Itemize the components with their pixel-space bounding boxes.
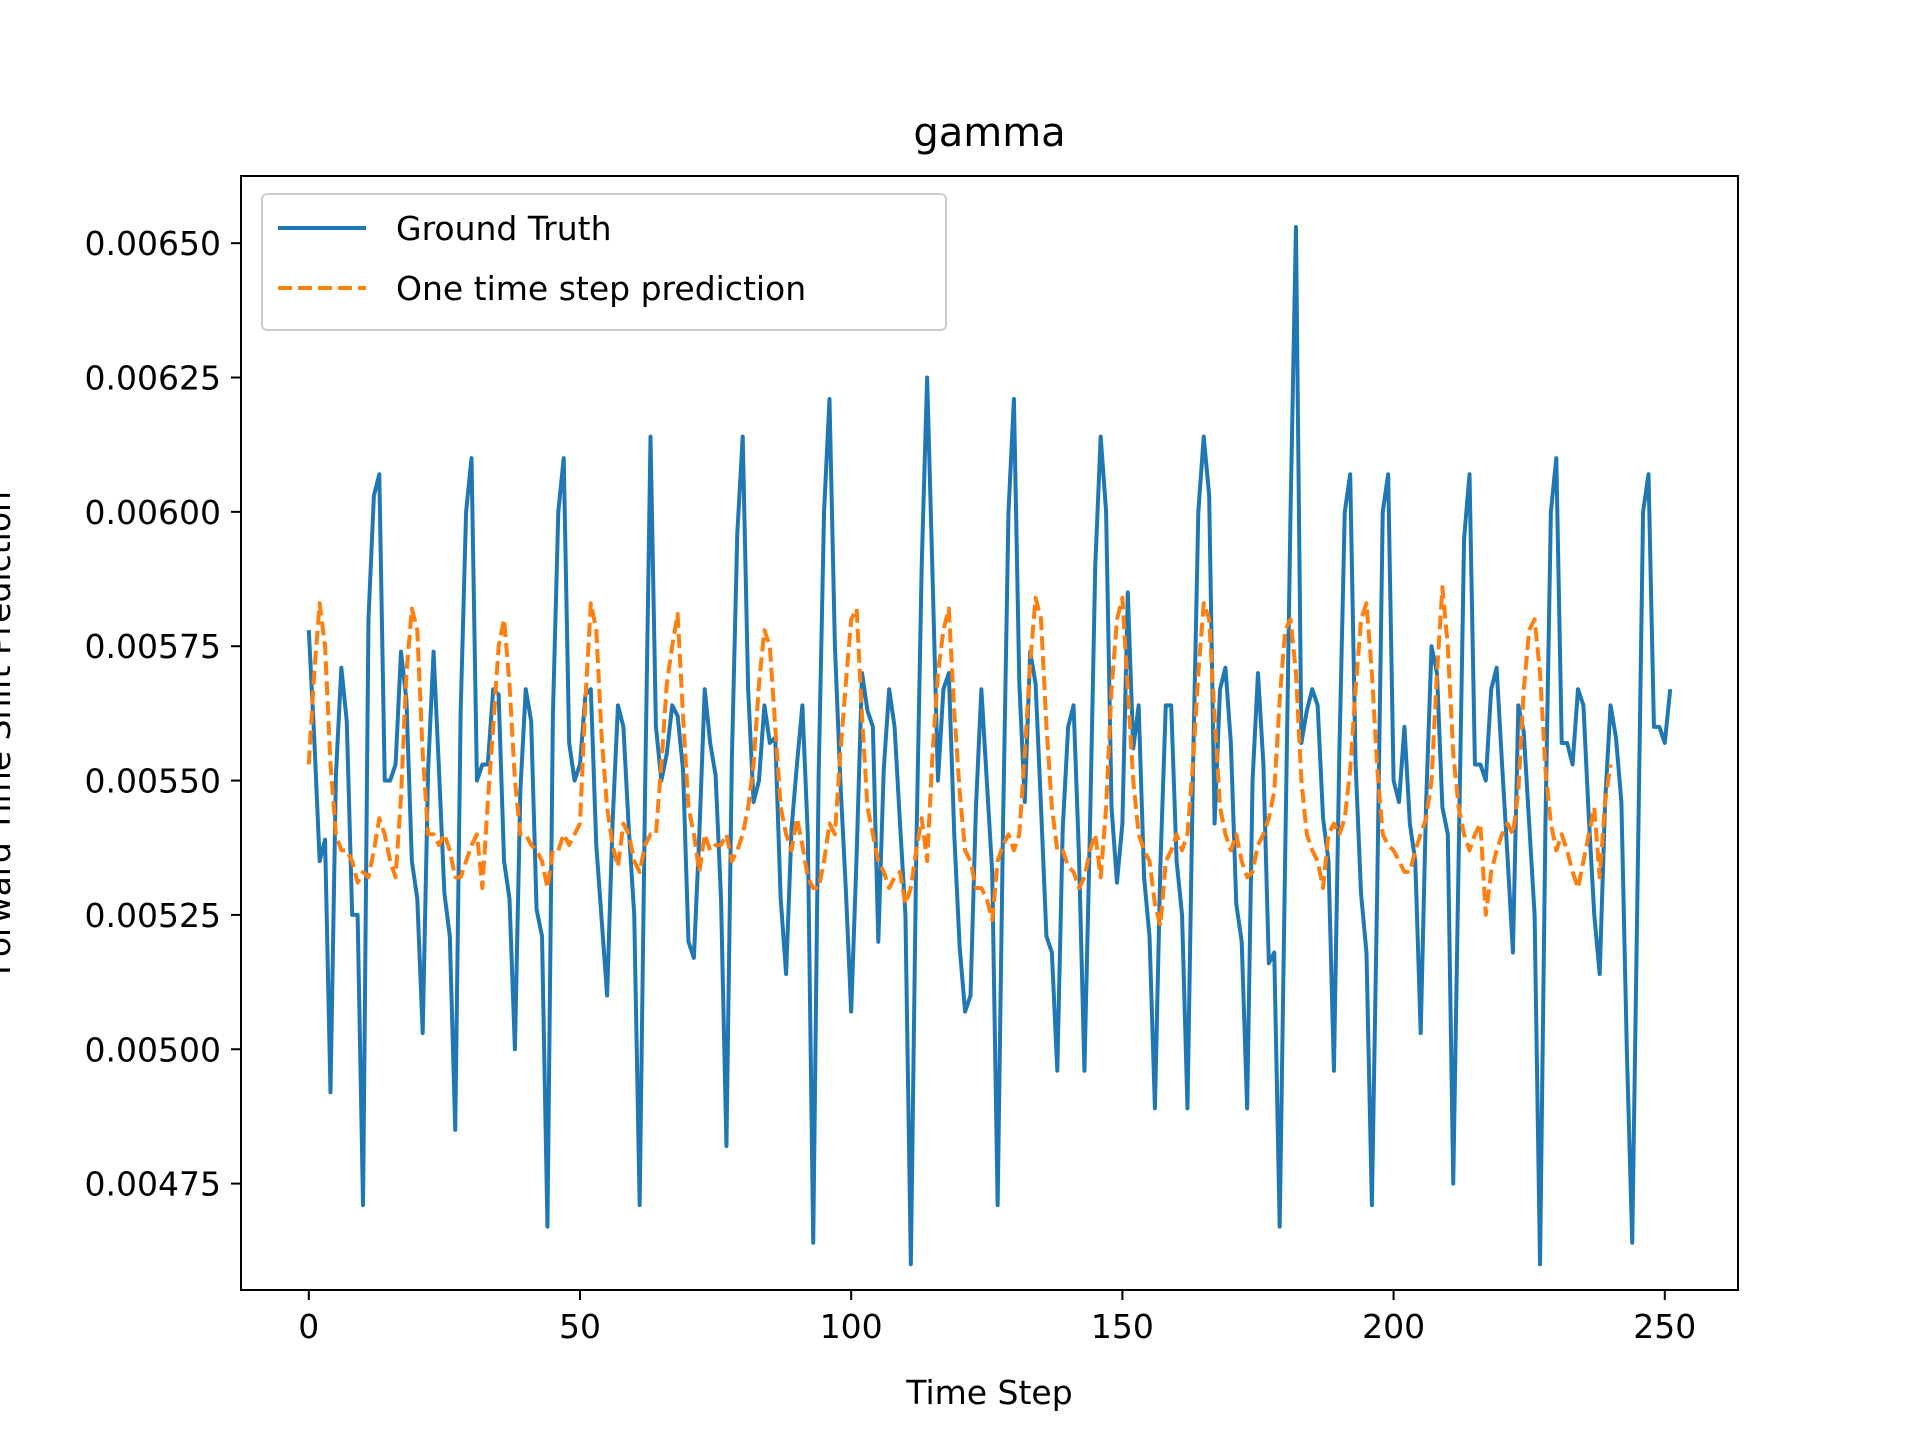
y-tick-label: 0.00550 [85,762,221,801]
series-line-one-step-prediction [306,585,1613,928]
y-axis-label: Forward Time Shift Prediction [0,491,18,975]
y-tick-label: 0.00625 [85,359,221,398]
series-line-ground-truth [306,225,1673,1267]
y-tick-label: 0.00525 [85,896,221,935]
y-tick-label: 0.00475 [85,1165,221,1204]
legend: Ground Truth One time step prediction [261,193,947,331]
x-axis: 0 50 100 150 200 250 [298,1290,1696,1346]
legend-box [261,193,947,331]
x-axis-label: Time Step [905,1373,1072,1412]
axes-frame [240,175,1739,1291]
x-tick-label: 0 [298,1307,319,1346]
legend-label-one-step-prediction: One time step prediction [396,269,806,308]
y-tick-label: 0.00500 [85,1030,221,1069]
chart-title: gamma [913,110,1065,156]
y-tick-label: 0.00600 [85,493,221,532]
plot-lines [306,225,1673,1267]
x-tick-label: 250 [1633,1307,1696,1346]
x-tick-label: 100 [820,1307,883,1346]
y-tick-label: 0.00650 [85,224,221,263]
legend-label-ground-truth: Ground Truth [396,209,612,248]
y-axis: 0.00475 0.00500 0.00525 0.00550 0.00575 0.006… [85,224,241,1204]
x-tick-label: 200 [1362,1307,1425,1346]
y-tick-label: 0.00575 [85,627,221,666]
x-tick-label: 50 [559,1307,601,1346]
x-tick-label: 150 [1091,1307,1154,1346]
